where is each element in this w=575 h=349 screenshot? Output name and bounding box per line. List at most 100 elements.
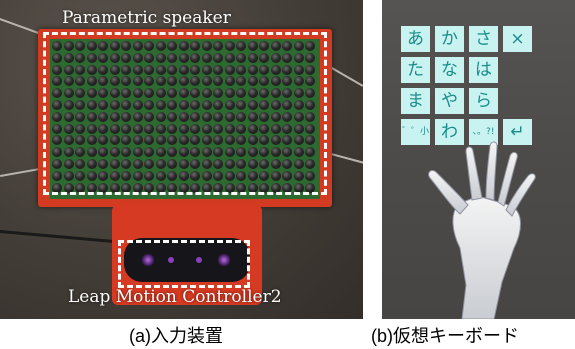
ultrasonic-transducer (305, 135, 315, 146)
virtual-key[interactable]: ↵ (503, 119, 532, 145)
ultrasonic-transducer (236, 123, 246, 134)
ultrasonic-transducer (75, 111, 85, 122)
ultrasonic-transducer (98, 159, 108, 169)
virtual-key[interactable]: × (503, 26, 532, 52)
ultrasonic-transducer (167, 111, 177, 122)
ultrasonic-transducer (109, 64, 120, 75)
ultrasonic-transducer (224, 64, 235, 75)
ultrasonic-transducer (132, 182, 143, 193)
ultrasonic-transducer (132, 64, 143, 75)
virtual-key[interactable]: や (435, 88, 464, 114)
photo-virtual-keyboard: あかさ × たなはまやら゛゜小わ、。?! ↵ (382, 0, 575, 319)
ultrasonic-transducer (270, 64, 281, 75)
ultrasonic-transducer (167, 147, 177, 158)
ultrasonic-transducer (247, 111, 258, 122)
ultrasonic-transducer (270, 76, 281, 87)
virtual-key[interactable]: わ (435, 119, 464, 145)
ultrasonic-transducer (144, 88, 154, 99)
speaker-array (52, 41, 318, 197)
ultrasonic-transducer (247, 159, 258, 169)
ultrasonic-transducer (305, 159, 315, 169)
ultrasonic-transducer (121, 123, 131, 134)
ultrasonic-transducer (213, 111, 223, 122)
ultrasonic-transducer (247, 64, 258, 75)
virtual-key[interactable]: な (435, 57, 464, 83)
ultrasonic-transducer (282, 111, 292, 122)
ultrasonic-transducer (190, 52, 200, 63)
ultrasonic-transducer (98, 111, 108, 122)
parametric-speaker-board (38, 29, 332, 207)
ultrasonic-transducer (121, 76, 131, 87)
ultrasonic-transducer (270, 159, 281, 169)
ultrasonic-transducer (86, 88, 97, 99)
ultrasonic-transducer (52, 52, 62, 63)
ultrasonic-transducer (144, 41, 154, 51)
ultrasonic-transducer (155, 135, 166, 146)
ultrasonic-transducer (213, 147, 223, 158)
ultrasonic-transducer (213, 159, 223, 169)
ultrasonic-transducer (63, 123, 74, 134)
ultrasonic-transducer (270, 88, 281, 99)
leap-highlight-box (118, 240, 250, 288)
ultrasonic-transducer (98, 41, 108, 51)
ultrasonic-transducer (293, 182, 304, 193)
ultrasonic-transducer (282, 135, 292, 146)
ultrasonic-transducer (63, 170, 74, 181)
ultrasonic-transducer (121, 111, 131, 122)
virtual-key[interactable]: あ (401, 26, 430, 52)
ultrasonic-transducer (201, 64, 212, 75)
ultrasonic-transducer (293, 52, 304, 63)
ultrasonic-transducer (293, 88, 304, 99)
ultrasonic-transducer (52, 100, 62, 110)
ultrasonic-transducer (167, 170, 177, 181)
ultrasonic-transducer (132, 147, 143, 158)
ultrasonic-transducer (63, 100, 74, 110)
ultrasonic-transducer (178, 123, 189, 134)
ultrasonic-transducer (132, 100, 143, 110)
ultrasonic-transducer (236, 52, 246, 63)
ultrasonic-transducer (63, 147, 74, 158)
ultrasonic-transducer (201, 41, 212, 51)
ultrasonic-transducer (178, 76, 189, 87)
ultrasonic-transducer (155, 76, 166, 87)
ultrasonic-transducer (178, 159, 189, 169)
ultrasonic-transducer (121, 182, 131, 193)
ultrasonic-transducer (270, 123, 281, 134)
ultrasonic-transducer (224, 159, 235, 169)
ir-led (168, 257, 174, 263)
ultrasonic-transducer (282, 147, 292, 158)
ultrasonic-transducer (282, 88, 292, 99)
ultrasonic-transducer (259, 100, 269, 110)
virtual-key[interactable]: ゛゜小 (401, 119, 430, 145)
ultrasonic-transducer (305, 182, 315, 193)
ultrasonic-transducer (305, 170, 315, 181)
ultrasonic-transducer (121, 64, 131, 75)
ultrasonic-transducer (224, 123, 235, 134)
ultrasonic-transducer (259, 147, 269, 158)
ultrasonic-transducer (63, 159, 74, 169)
virtual-key[interactable]: 、。?! (469, 119, 498, 145)
ultrasonic-transducer (144, 64, 154, 75)
ultrasonic-transducer (86, 135, 97, 146)
ultrasonic-transducer (144, 170, 154, 181)
speaker-highlight-box (43, 32, 327, 195)
ultrasonic-transducer (224, 100, 235, 110)
virtual-key[interactable]: ら (469, 88, 498, 114)
ultrasonic-transducer (75, 159, 85, 169)
ultrasonic-transducer (282, 76, 292, 87)
ultrasonic-transducer (236, 76, 246, 87)
ultrasonic-transducer (190, 170, 200, 181)
virtual-key[interactable]: た (401, 57, 430, 83)
ultrasonic-transducer (305, 76, 315, 87)
virtual-key[interactable]: か (435, 26, 464, 52)
ultrasonic-transducer (190, 76, 200, 87)
ultrasonic-transducer (75, 100, 85, 110)
ultrasonic-transducer (190, 182, 200, 193)
virtual-key[interactable]: は (469, 57, 498, 83)
ultrasonic-transducer (121, 41, 131, 51)
ultrasonic-transducer (98, 135, 108, 146)
ultrasonic-transducer (201, 159, 212, 169)
virtual-key[interactable]: さ (469, 26, 498, 52)
ultrasonic-transducer (52, 88, 62, 99)
virtual-key[interactable]: ま (401, 88, 430, 114)
